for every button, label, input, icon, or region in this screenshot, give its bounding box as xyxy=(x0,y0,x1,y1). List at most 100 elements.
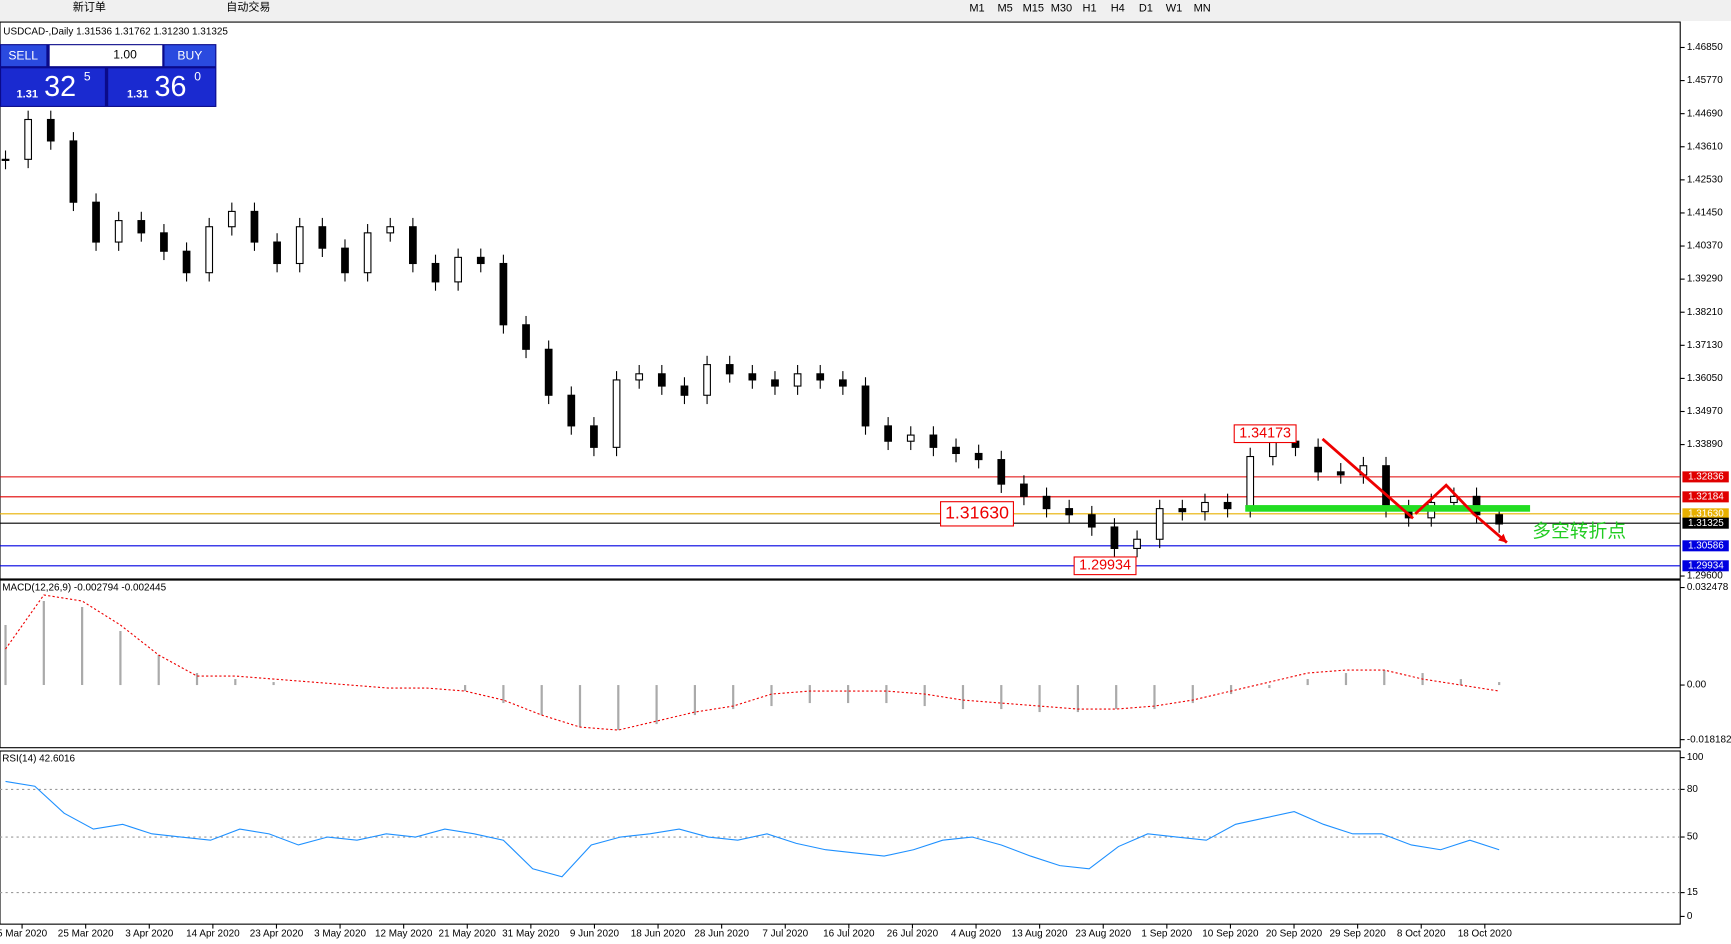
rsi-line xyxy=(5,780,1500,878)
timeframe[interactable]: M30 xyxy=(1051,3,1072,15)
candle xyxy=(1087,514,1096,528)
y-tick-label: 50 xyxy=(1687,832,1699,843)
x-tick-label: 31 May 2020 xyxy=(502,929,560,940)
y-tick-label: 0.032478 xyxy=(1687,582,1729,593)
candle xyxy=(363,232,372,274)
ask-big: 1.31 xyxy=(127,89,148,101)
arrow-head xyxy=(1498,533,1507,543)
macd-panel xyxy=(0,579,1681,749)
candle xyxy=(612,379,621,448)
x-tick-label: 4 Aug 2020 xyxy=(951,929,1002,940)
annotation: 1.34173 xyxy=(1239,425,1291,441)
candle xyxy=(974,452,983,461)
candle xyxy=(703,364,711,396)
x-tick-label: 14 Apr 2020 xyxy=(186,929,240,940)
buy-button[interactable] xyxy=(164,45,216,67)
y-tick-label: 1.39290 xyxy=(1687,274,1723,285)
level-tag xyxy=(1682,508,1729,520)
level-label: 1.31630 xyxy=(1688,508,1724,519)
x-tick-label: 7 Jul 2020 xyxy=(762,929,808,940)
timeframe[interactable]: H1 xyxy=(1083,3,1097,15)
candle xyxy=(273,241,281,265)
x-tick-label: 1 Sep 2020 xyxy=(1141,929,1192,940)
new-order[interactable]: 新订单 xyxy=(73,0,106,14)
annotation-box xyxy=(1073,556,1137,576)
level-label: 1.32184 xyxy=(1688,491,1724,502)
candle xyxy=(1133,538,1141,550)
signal-line xyxy=(5,594,1500,731)
candle xyxy=(137,220,146,234)
y-tick-label: 1.37130 xyxy=(1687,340,1723,351)
x-tick-label: 26 Jul 2020 xyxy=(887,929,939,940)
pivot-zone xyxy=(1245,505,1531,512)
auto-trading[interactable]: 自动交易 xyxy=(226,0,270,14)
ask-box[interactable] xyxy=(108,68,216,106)
lots-input[interactable] xyxy=(49,45,163,67)
annotation-box xyxy=(1233,424,1297,444)
rsi-label: RSI(14) 42.6016 xyxy=(2,753,75,764)
candle xyxy=(295,226,304,265)
candle xyxy=(431,262,440,283)
x-tick-label: 8 Oct 2020 xyxy=(1397,929,1446,940)
bid-big: 1.31 xyxy=(17,89,38,101)
x-tick-label: 3 Apr 2020 xyxy=(125,929,174,940)
candle xyxy=(46,118,55,142)
candle xyxy=(341,247,349,274)
candle xyxy=(590,425,598,448)
y-tick-label: 1.42530 xyxy=(1687,174,1723,185)
ask-pips: 36 xyxy=(155,71,187,103)
buy-label: BUY xyxy=(177,48,202,62)
candle xyxy=(635,373,644,381)
candle xyxy=(793,373,802,387)
sell-button[interactable] xyxy=(1,45,47,67)
y-tick-label: 100 xyxy=(1687,752,1704,763)
candle xyxy=(544,348,553,396)
x-tick-label: 5 Mar 2020 xyxy=(0,929,48,940)
trend-arrows xyxy=(1321,437,1508,544)
y-tick-label: 1.38210 xyxy=(1687,307,1723,318)
annotation: 1.29934 xyxy=(1079,558,1131,574)
timeframe[interactable]: M15 xyxy=(1023,3,1044,15)
candle xyxy=(816,373,825,381)
timeframe[interactable]: MN xyxy=(1194,3,1211,15)
candle xyxy=(680,385,689,396)
candle xyxy=(522,324,530,350)
candle xyxy=(1,158,10,161)
level-tag xyxy=(1682,517,1729,529)
candle xyxy=(997,459,1006,485)
timeframe[interactable]: W1 xyxy=(1166,3,1183,15)
timeframe[interactable]: M5 xyxy=(997,3,1012,15)
y-tick-label: 1.43610 xyxy=(1687,141,1723,152)
timeframe[interactable]: H4 xyxy=(1111,3,1125,15)
main-panel xyxy=(0,21,1681,580)
candle xyxy=(160,232,168,252)
candle xyxy=(1065,508,1074,516)
ask-frac: 0 xyxy=(194,69,201,83)
candle xyxy=(748,373,757,381)
level-tag xyxy=(1682,471,1729,483)
timeframe[interactable]: M1 xyxy=(969,3,984,15)
candle xyxy=(205,226,214,274)
candle xyxy=(318,226,327,249)
bid-box[interactable] xyxy=(1,68,105,106)
y-tick-label: 1.46850 xyxy=(1687,42,1723,53)
y-tick-label: 1.29600 xyxy=(1687,571,1723,582)
candle xyxy=(884,425,892,442)
x-tick-label: 28 Jun 2020 xyxy=(694,929,749,940)
x-tick-label: 16 Jul 2020 xyxy=(823,929,875,940)
x-tick-label: 18 Oct 2020 xyxy=(1458,929,1513,940)
chart-header: USDCAD-,Daily 1.31536 1.31762 1.31230 1.… xyxy=(3,27,228,38)
candle xyxy=(1268,440,1277,458)
x-tick-label: 25 Mar 2020 xyxy=(58,929,114,940)
candle xyxy=(24,118,33,160)
candle xyxy=(1178,508,1187,513)
y-tick-label: 15 xyxy=(1687,887,1699,898)
candle xyxy=(69,140,78,203)
candle xyxy=(1336,471,1345,476)
x-tick-label: 18 Jun 2020 xyxy=(631,929,686,940)
y-tick-label: 0.00 xyxy=(1687,680,1707,691)
sell-label: SELL xyxy=(8,48,38,62)
timeframe[interactable]: D1 xyxy=(1139,3,1153,15)
bid-frac: 5 xyxy=(84,69,91,83)
